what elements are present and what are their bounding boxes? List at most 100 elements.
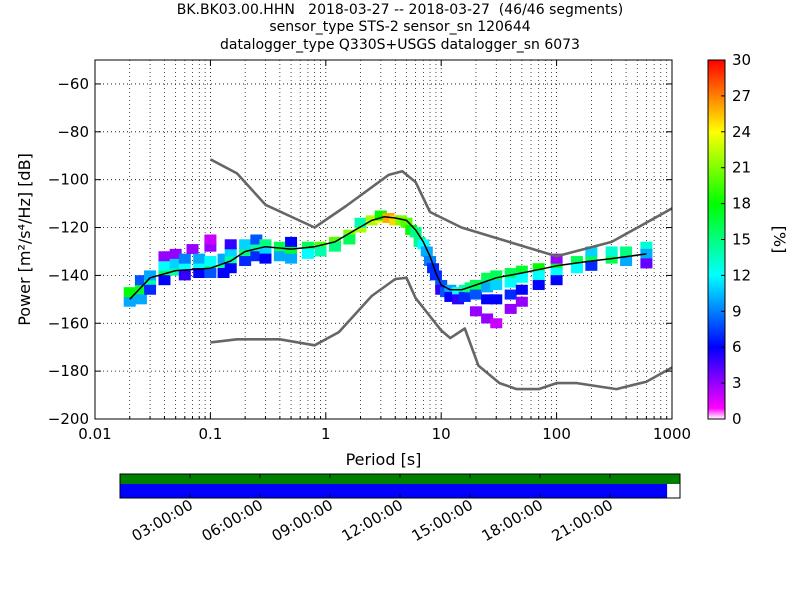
density-cell: [515, 284, 528, 295]
density-cell: [178, 253, 191, 264]
density-cell: [217, 268, 230, 279]
density-cell: [515, 265, 528, 276]
density-cell: [504, 277, 517, 288]
density-cell: [585, 253, 598, 264]
density-cell: [620, 256, 633, 267]
density-cell: [550, 253, 563, 264]
density-cell: [570, 256, 583, 267]
density-cell: [481, 294, 494, 305]
density-cell: [123, 287, 136, 298]
density-cell: [224, 239, 237, 250]
density-cell: [186, 244, 199, 255]
y-tick-label: −180: [48, 362, 89, 380]
x-axis-label: Period [s]: [346, 450, 422, 469]
density-cell: [490, 270, 503, 281]
density-cell: [481, 272, 494, 283]
timeline-label: 21:00:00: [549, 496, 616, 545]
x-tick-label: 0.01: [78, 425, 111, 443]
density-cell: [490, 294, 503, 305]
density-cell: [239, 256, 252, 267]
y-tick-label: −100: [48, 171, 89, 189]
density-cell: [250, 234, 263, 245]
colorbar-tick-label: 24: [732, 123, 751, 141]
y-tick-label: −60: [57, 75, 89, 93]
y-tick-label: −140: [48, 266, 89, 284]
density-cell: [504, 303, 517, 314]
density-cell: [123, 296, 136, 307]
density-cell: [285, 253, 298, 264]
density-cell: [314, 246, 327, 257]
density-cell: [452, 294, 465, 305]
density-cell: [504, 268, 517, 279]
density-cell: [285, 236, 298, 247]
colorbar-tick-label: 6: [732, 338, 742, 356]
density-cell: [144, 277, 157, 288]
density-cell: [273, 251, 286, 262]
density-cell: [420, 246, 433, 257]
colorbar-tick-label: 18: [732, 195, 751, 213]
density-cell: [469, 289, 482, 300]
density-cell: [328, 241, 341, 252]
density-cell: [417, 239, 430, 250]
density-cell: [374, 210, 387, 221]
density-cell: [169, 258, 182, 269]
density-cell: [250, 251, 263, 262]
density-cell: [481, 313, 494, 324]
coverage-bar: [120, 484, 668, 498]
density-cell: [144, 284, 157, 295]
timeline-label: 18:00:00: [479, 496, 546, 545]
density-cell: [429, 270, 442, 281]
timeline-label: 03:00:00: [129, 496, 196, 545]
colorbar-tick-label: 27: [732, 87, 751, 105]
density-cell: [158, 260, 171, 271]
density-cell: [259, 246, 272, 257]
density-cell: [343, 234, 356, 245]
density-cell: [169, 248, 182, 259]
density-cell: [217, 253, 230, 264]
density-cell: [640, 241, 653, 252]
y-tick-label: −120: [48, 219, 89, 237]
timeline-label: 12:00:00: [339, 496, 406, 545]
y-tick-label: −200: [48, 410, 89, 428]
density-cell: [605, 246, 618, 257]
density-cell: [481, 282, 494, 293]
grid-lines: [94, 60, 673, 420]
density-cell: [620, 246, 633, 257]
density-cell: [515, 296, 528, 307]
density-cell: [532, 279, 545, 290]
density-cell: [193, 253, 206, 264]
colorbar-tick-label: 15: [732, 231, 751, 249]
density-cell: [504, 289, 517, 300]
density-cell: [640, 248, 653, 259]
noise-model-high-line: [209, 158, 673, 258]
density-cell: [144, 270, 157, 281]
density-cell: [490, 279, 503, 290]
colorbar-tick-label: 30: [732, 51, 751, 69]
chart-title-line-1: BK.BK03.00.HHN 2018-03-27 -- 2018-03-27 …: [176, 2, 624, 18]
density-cell: [217, 260, 230, 271]
colorbar-tick-label: 0: [732, 410, 742, 428]
density-cell: [204, 268, 217, 279]
segments-bar: [120, 474, 680, 484]
density-cell: [273, 241, 286, 252]
density-cell: [550, 275, 563, 286]
density-cell: [640, 258, 653, 269]
density-cell: [178, 270, 191, 281]
colorbar-tick-label: 3: [732, 374, 742, 392]
y-tick-label: −80: [57, 123, 89, 141]
colorbar-tick-label: 21: [732, 159, 751, 177]
x-tick-label: 100: [542, 425, 571, 443]
density-cell: [515, 272, 528, 283]
density-cell: [193, 268, 206, 279]
density-cell: [204, 241, 217, 252]
density-cell: [570, 263, 583, 274]
timeline-label: 06:00:00: [199, 496, 266, 545]
density-cell: [134, 275, 147, 286]
density-cell: [452, 287, 465, 298]
density-cell: [585, 246, 598, 257]
density-cell: [532, 270, 545, 281]
chart-title-line-3: datalogger_type Q330S+USGS datalogger_sn…: [220, 37, 580, 53]
density-cell: [134, 284, 147, 295]
density-cell: [224, 263, 237, 274]
x-tick-label: 1: [321, 425, 331, 443]
